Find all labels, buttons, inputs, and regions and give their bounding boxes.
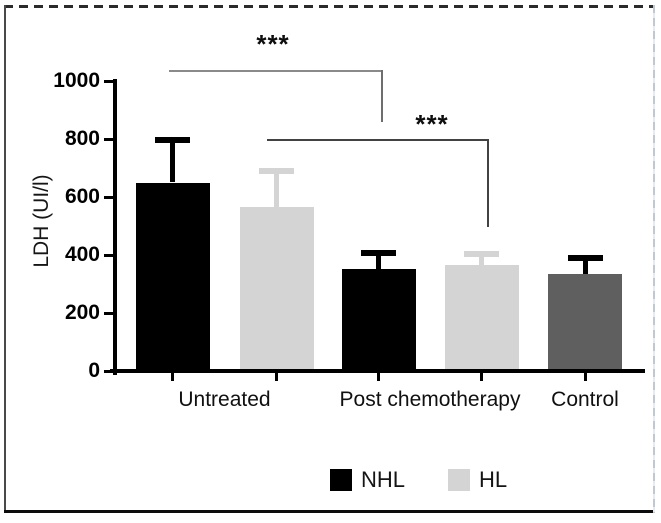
error-bar-cap <box>464 250 499 257</box>
figure-border-bottom <box>4 510 655 513</box>
error-bar-stem <box>376 252 381 269</box>
y-axis-tick <box>104 195 113 199</box>
legend-item-nhl: NHL <box>330 468 405 492</box>
significance-stars: *** <box>256 29 290 59</box>
bar <box>239 207 314 371</box>
x-axis-tick <box>583 373 587 381</box>
x-axis-tick <box>377 373 380 381</box>
category-label: Control <box>551 388 619 411</box>
legend-label: NHL <box>361 467 406 492</box>
bar <box>548 273 622 371</box>
error-bar-cap <box>155 137 190 144</box>
error-bar-stem <box>582 257 588 274</box>
figure-border-left <box>4 5 6 513</box>
significance-bracket-line <box>267 139 489 141</box>
legend-swatch-hl <box>448 469 470 491</box>
significance-stars: *** <box>415 109 449 139</box>
legend-item-hl: HL <box>448 468 507 492</box>
legend-label: HL <box>479 467 508 492</box>
y-axis-tick <box>104 311 113 315</box>
bar <box>341 268 416 371</box>
x-axis-tick <box>171 373 174 381</box>
error-bar-cap <box>259 167 294 174</box>
y-axis-tick <box>104 253 113 257</box>
bar <box>444 265 519 371</box>
y-axis-tick <box>104 79 113 83</box>
y-axis-tick-label: 200 <box>64 301 100 324</box>
y-axis-tick-label: 400 <box>64 243 100 266</box>
x-axis-line <box>110 369 645 373</box>
error-bar-stem <box>274 170 279 208</box>
y-axis-line <box>113 79 117 375</box>
significance-bracket-line <box>169 70 383 72</box>
category-label: Untreated <box>178 388 271 411</box>
y-axis-tick-label: 1000 <box>53 69 100 92</box>
x-axis-tick <box>480 373 483 381</box>
x-axis-tick <box>275 373 278 381</box>
figure-border-right <box>653 5 655 513</box>
significance-bracket-drop <box>381 70 383 122</box>
y-axis-tick <box>104 137 113 141</box>
figure-border-top <box>4 5 654 8</box>
error-bar-cap <box>361 249 396 256</box>
error-bar-cap <box>567 254 603 261</box>
y-axis-tick-label: 800 <box>64 127 100 150</box>
error-bar-stem <box>479 253 484 266</box>
category-label: Post chemotherapy <box>339 388 521 411</box>
y-axis-tick <box>104 369 113 373</box>
error-bar-stem <box>170 140 175 183</box>
y-axis-tick-label: 0 <box>88 359 100 382</box>
bar <box>135 182 210 371</box>
y-axis-tick-label: 600 <box>64 185 100 208</box>
significance-bracket-drop <box>487 139 489 227</box>
legend-swatch-nhl <box>330 469 352 491</box>
